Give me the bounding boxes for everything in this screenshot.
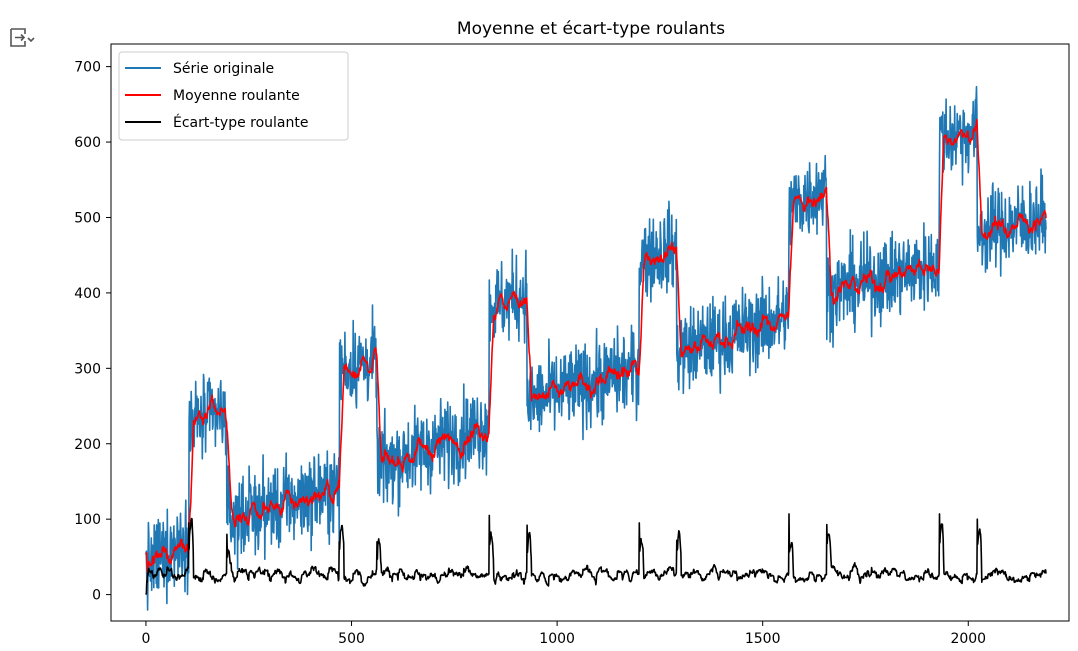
legend: Série originale Moyenne roulante Écart-typ… [118,51,349,141]
x-tick-label: 1000 [539,631,575,647]
legend-label: Écart-type roulante [173,114,308,131]
y-tick-label: 600 [74,135,101,151]
y-tick-label: 100 [74,512,101,528]
y-tick-label: 400 [74,286,101,302]
x-tick-label: 2000 [950,631,986,647]
y-tick-label: 200 [74,437,101,453]
series-line-rolling-mean [145,118,1047,575]
legend-box [118,51,349,141]
series-line-rolling-std [145,513,1047,595]
x-tick-label: 0 [141,631,150,647]
x-tick-label: 500 [338,631,365,647]
y-tick-label: 500 [74,210,101,226]
legend-label: Série originale [173,61,274,77]
plot-frame [110,43,1070,622]
legend-label: Moyenne roulante [173,88,300,104]
y-tick-label: 300 [74,361,101,377]
y-tick-label: 0 [92,588,101,604]
x-tick-label: 1500 [745,631,781,647]
series-line-original [145,85,1047,611]
y-axis: 0 100 200 300 400 500 600 700 [74,60,111,604]
plot-area [145,85,1047,611]
output-collapse-icon[interactable] [8,26,36,50]
x-axis: 0 500 1000 1500 2000 [141,621,986,647]
y-tick-label: 700 [74,60,101,76]
chart-title: Moyenne et écart-type roulants [457,19,725,39]
